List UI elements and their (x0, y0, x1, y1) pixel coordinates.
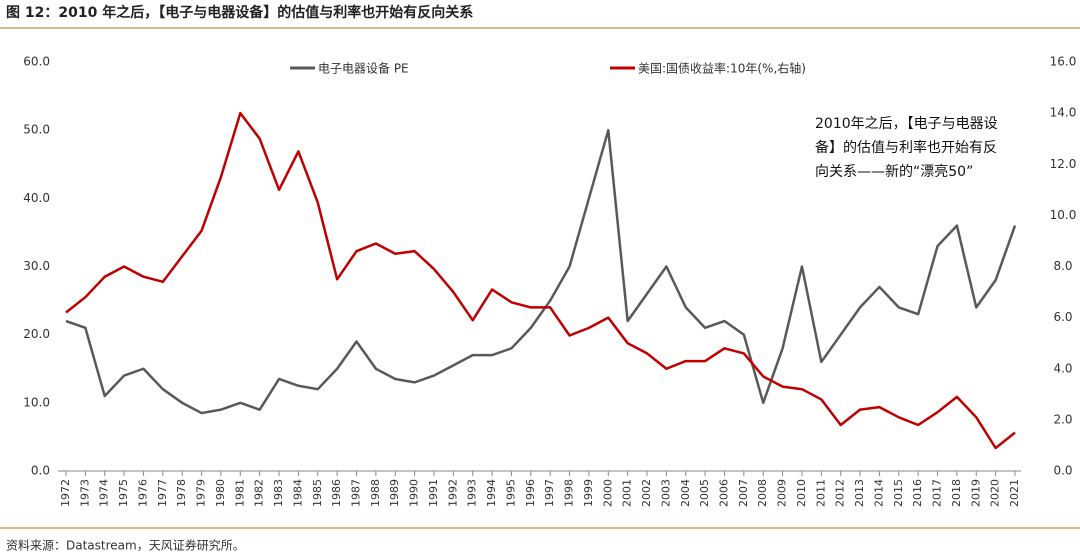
x-tick-label: 2004 (679, 479, 692, 507)
x-tick-label: 2021 (1008, 479, 1021, 507)
x-tick-label: 2005 (698, 479, 711, 507)
chart-title: 图 12：2010 年之后，【电子与电器设备】的估值与利率也开始有反向关系 (6, 4, 473, 21)
x-tick-label: 2015 (892, 479, 905, 507)
y2-tick-label: 6.0 (1053, 310, 1072, 324)
x-tick-label: 1977 (156, 479, 169, 507)
y2-tick-label: 4.0 (1053, 361, 1072, 375)
x-tick-label: 2019 (969, 479, 982, 507)
x-tick-label: 2013 (853, 479, 866, 507)
x-tick-label: 1984 (291, 479, 304, 507)
y2-tick-label: 0.0 (1053, 464, 1072, 478)
y-tick-label: 0.0 (31, 464, 50, 478)
y2-tick-label: 2.0 (1053, 412, 1072, 426)
x-tick-label: 2017 (931, 479, 944, 507)
series-line (65, 111, 1016, 450)
x-tick-label: 2007 (737, 479, 750, 507)
x-tick-label: 2006 (717, 479, 730, 507)
x-tick-label: 2020 (989, 479, 1002, 507)
x-tick-label: 2018 (950, 479, 963, 507)
y2-tick-label: 16.0 (1050, 55, 1077, 69)
y2-tick-label: 12.0 (1050, 157, 1077, 171)
x-tick-label: 1987 (350, 479, 363, 507)
x-tick-label: 2008 (756, 479, 769, 507)
x-tick-label: 1974 (98, 479, 111, 507)
x-tick-label: 1972 (59, 479, 72, 507)
x-tick-label: 2014 (872, 479, 885, 507)
x-tick-label: 1998 (563, 479, 576, 507)
x-tick-label: 2003 (659, 479, 672, 507)
x-tick-label: 1980 (214, 479, 227, 507)
x-tick-label: 1981 (233, 479, 246, 507)
x-tick-label: 1992 (446, 479, 459, 507)
y2-tick-label: 10.0 (1050, 208, 1077, 222)
legend-label: 美国:国债收益率:10年(%,右轴) (638, 61, 806, 76)
x-tick-label: 1999 (582, 479, 595, 507)
x-tick-label: 1988 (369, 479, 382, 507)
x-tick-label: 1997 (543, 479, 556, 507)
y2-tick-label: 14.0 (1050, 106, 1077, 120)
y-tick-label: 30.0 (23, 259, 50, 273)
x-tick-label: 2010 (795, 479, 808, 507)
x-tick-label: 1991 (427, 479, 440, 507)
annotation: 备】的估值与利率也开始有反 (815, 139, 997, 156)
x-tick-label: 1985 (311, 479, 324, 507)
x-tick-label: 2001 (621, 479, 634, 507)
x-tick-label: 1989 (388, 479, 401, 507)
x-tick-label: 2016 (911, 479, 924, 507)
y-tick-label: 50.0 (23, 123, 50, 137)
x-tick-label: 2011 (814, 479, 827, 507)
x-tick-label: 2009 (776, 479, 789, 507)
x-tick-label: 2002 (640, 479, 653, 507)
x-tick-label: 1996 (524, 479, 537, 507)
x-tick-label: 1979 (195, 479, 208, 507)
x-tick-label: 1976 (136, 479, 149, 507)
y-tick-label: 10.0 (23, 395, 50, 409)
x-tick-label: 1978 (175, 479, 188, 507)
x-tick-label: 1993 (466, 479, 479, 507)
y-tick-label: 60.0 (23, 55, 50, 69)
annotation: 向关系——新的“漂亮50” (815, 163, 973, 180)
x-tick-label: 1986 (330, 479, 343, 507)
x-tick-label: 1973 (78, 479, 91, 507)
y-tick-label: 40.0 (23, 191, 50, 205)
x-tick-label: 2012 (834, 479, 847, 507)
x-tick-label: 1990 (408, 479, 421, 507)
x-tick-label: 1983 (272, 479, 285, 507)
series-line (65, 128, 1017, 415)
x-tick-label: 1995 (504, 479, 517, 507)
annotation: 2010年之后，【电子与电器设 (815, 116, 998, 132)
x-tick-label: 1994 (485, 479, 498, 507)
x-tick-label: 2000 (601, 479, 614, 507)
source: 资料来源：Datastream，天风证券研究所。 (6, 538, 245, 553)
y-tick-label: 20.0 (23, 327, 50, 341)
y2-tick-label: 8.0 (1053, 259, 1072, 273)
x-tick-label: 1975 (117, 479, 130, 507)
legend-label: 电子电器设备 PE (318, 62, 409, 76)
x-tick-label: 1982 (253, 479, 266, 507)
